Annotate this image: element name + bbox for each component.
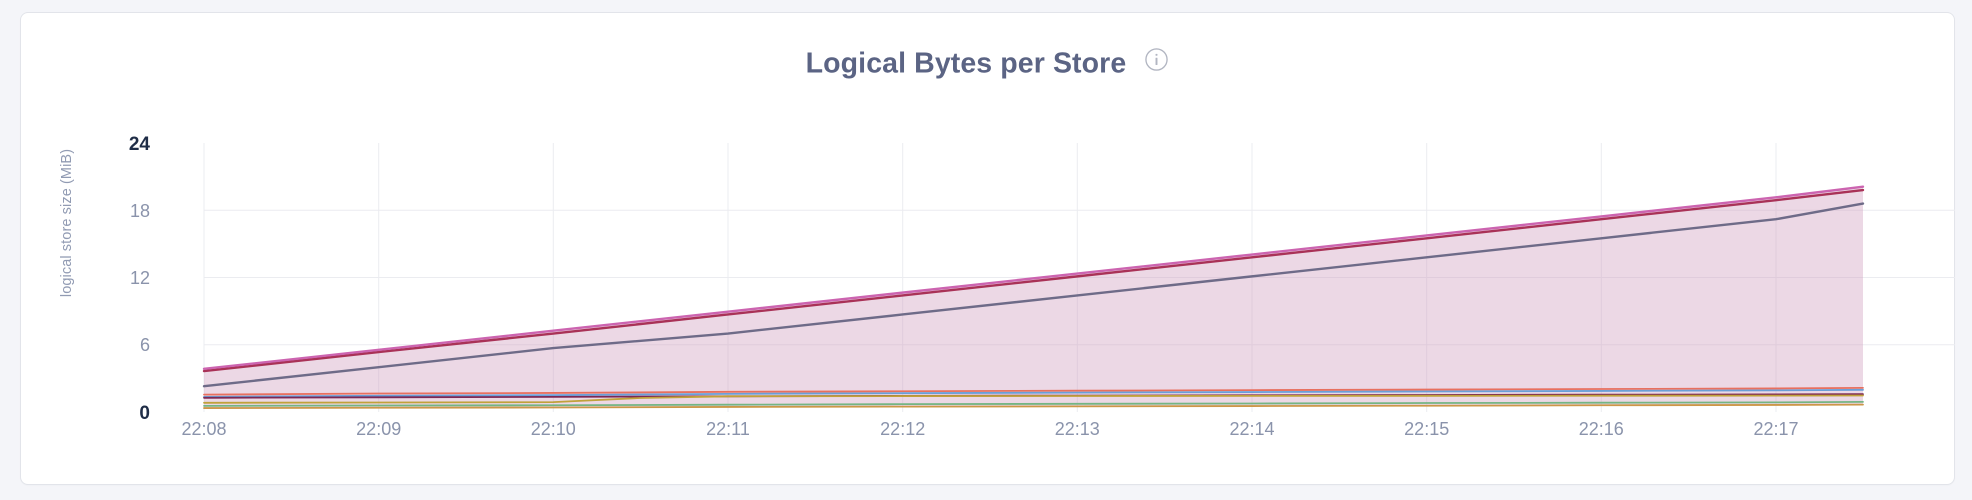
svg-text:22:15: 22:15: [1404, 419, 1449, 439]
svg-text:22:11: 22:11: [706, 419, 750, 439]
svg-text:22:16: 22:16: [1579, 419, 1624, 439]
svg-text:0: 0: [139, 403, 150, 424]
svg-text:12: 12: [130, 268, 150, 288]
svg-text:18: 18: [130, 201, 150, 221]
svg-text:22:12: 22:12: [880, 419, 925, 439]
svg-text:22:14: 22:14: [1229, 419, 1274, 439]
svg-text:24: 24: [129, 134, 151, 155]
svg-text:22:17: 22:17: [1753, 419, 1798, 439]
svg-text:22:10: 22:10: [531, 419, 576, 439]
svg-text:22:08: 22:08: [181, 419, 226, 439]
svg-text:6: 6: [140, 335, 150, 355]
svg-text:22:13: 22:13: [1055, 419, 1100, 439]
svg-text:22:09: 22:09: [356, 419, 401, 439]
